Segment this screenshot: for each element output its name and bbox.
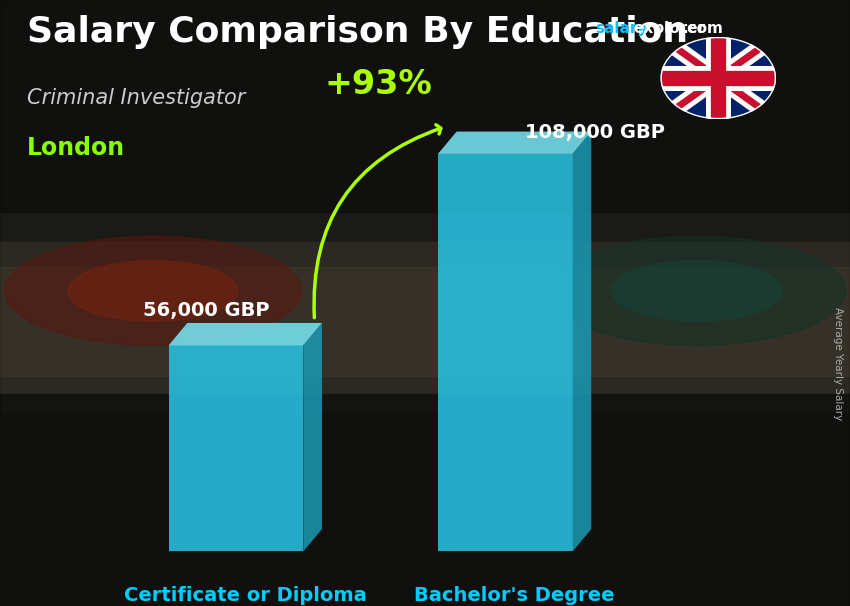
Text: London: London (27, 136, 125, 161)
Text: Average Yearly Salary: Average Yearly Salary (833, 307, 843, 420)
Ellipse shape (612, 261, 782, 321)
Text: 108,000 GBP: 108,000 GBP (525, 122, 665, 142)
Bar (0, 0, 850, 212)
Polygon shape (573, 132, 592, 551)
Text: .com: .com (683, 21, 723, 36)
Text: 56,000 GBP: 56,000 GBP (143, 301, 269, 321)
Ellipse shape (548, 236, 846, 345)
Bar (0, 242, 850, 412)
Ellipse shape (4, 236, 302, 345)
Text: +93%: +93% (324, 68, 432, 101)
Polygon shape (168, 345, 303, 551)
Text: Certificate or Diploma: Certificate or Diploma (124, 586, 366, 605)
Bar (0, 267, 850, 376)
Text: Criminal Investigator: Criminal Investigator (27, 88, 246, 108)
Circle shape (660, 37, 776, 119)
Bar (0, 394, 850, 606)
Text: Bachelor's Degree: Bachelor's Degree (414, 586, 615, 605)
Text: explorer: explorer (633, 21, 706, 36)
Polygon shape (438, 154, 573, 551)
Polygon shape (168, 323, 322, 345)
Text: salary: salary (595, 21, 648, 36)
Ellipse shape (68, 261, 238, 321)
Polygon shape (303, 323, 322, 551)
Text: Salary Comparison By Education: Salary Comparison By Education (27, 15, 689, 49)
Polygon shape (438, 132, 592, 154)
